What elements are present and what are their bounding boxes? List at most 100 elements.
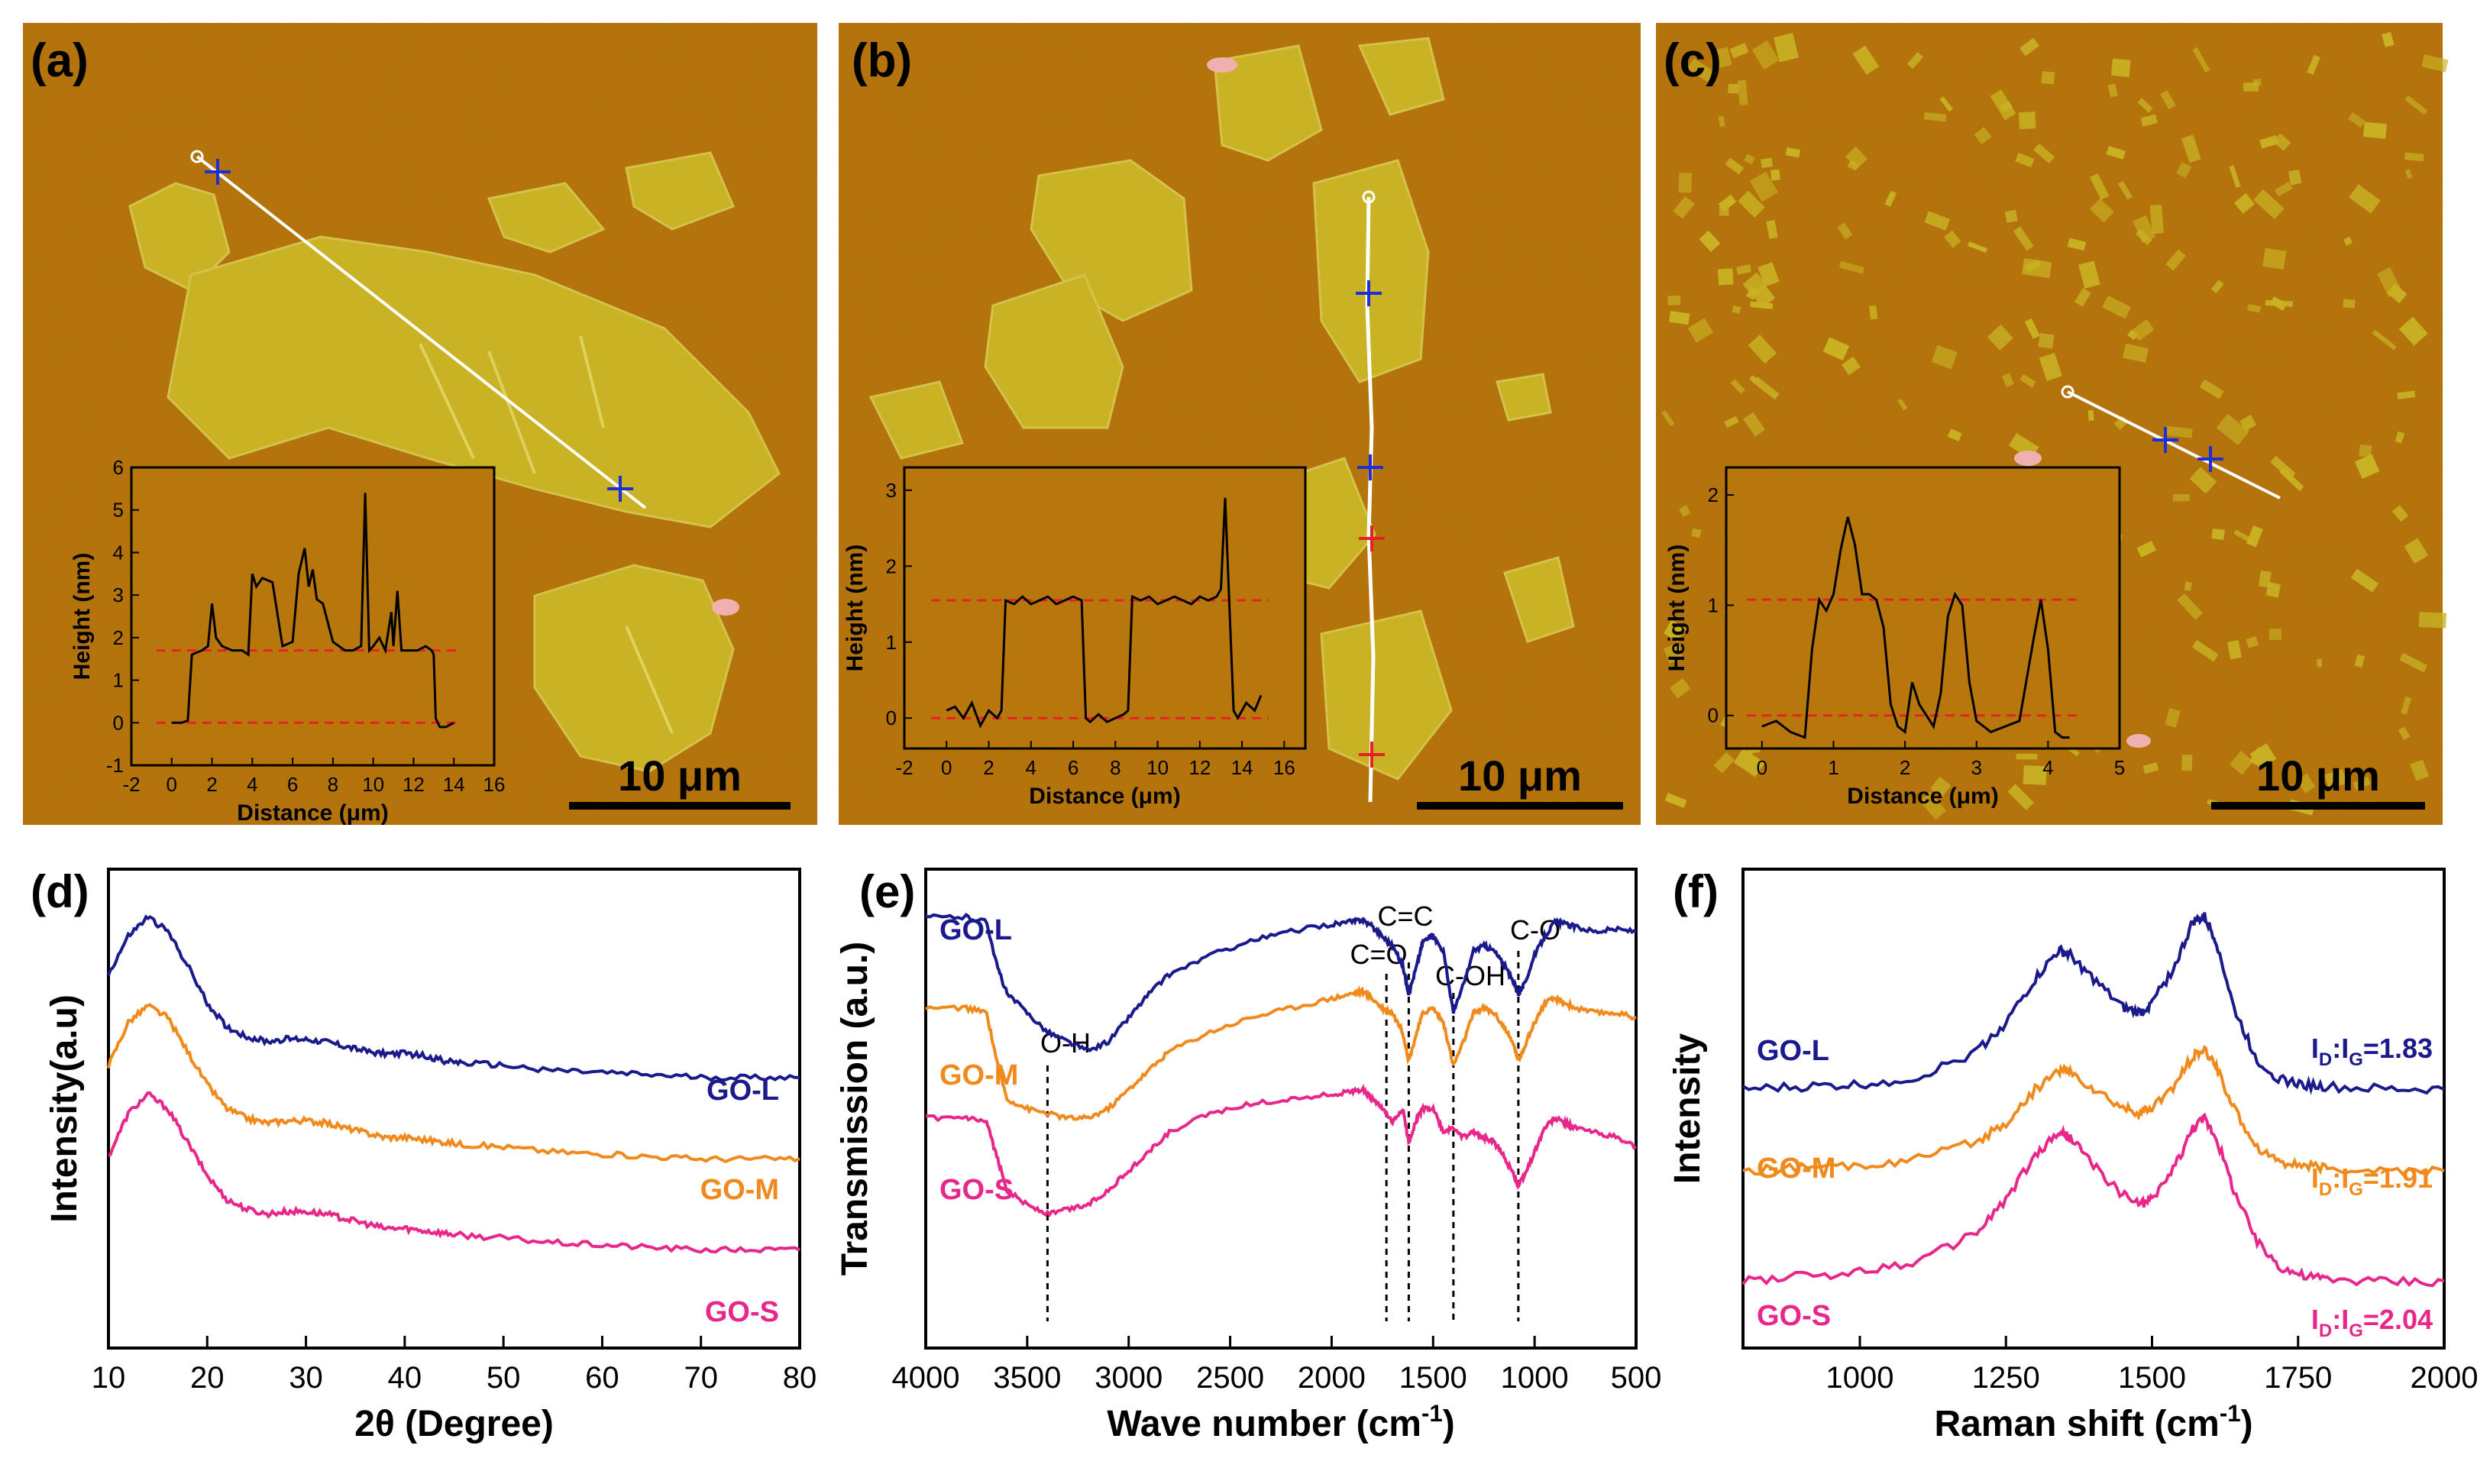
flake — [1751, 40, 1780, 70]
flake — [1710, 47, 1732, 70]
inset-y-label: Height (nm) — [1664, 545, 1690, 672]
flake — [2229, 165, 2241, 189]
x-axis-label: Raman shift (cm-1) — [1934, 1400, 2252, 1444]
series-line-go-l — [925, 913, 1637, 1052]
flake — [1664, 793, 1687, 809]
x-tick-label: 500 — [1611, 1361, 1662, 1395]
flake — [2421, 54, 2449, 73]
flake — [2246, 525, 2263, 548]
flake — [2317, 658, 2323, 668]
flake — [1749, 375, 1758, 383]
y-tick-label: 6 — [113, 456, 124, 479]
flake — [2359, 444, 2372, 458]
intensity-ratio-label: ID:IG=2.04 — [2311, 1304, 2433, 1341]
flake — [2106, 146, 2126, 160]
flake — [2372, 329, 2397, 351]
flake — [1930, 776, 1952, 798]
flake — [1725, 157, 1745, 175]
band-label: C=C — [1377, 900, 1433, 932]
flake — [1678, 173, 1692, 193]
panel-label: (f) — [1673, 866, 1719, 917]
x-tick-label: 12 — [1188, 756, 1211, 779]
flake — [2404, 152, 2424, 162]
flake — [1699, 230, 1721, 253]
x-tick-label: 2 — [206, 773, 217, 796]
flake — [2343, 236, 2353, 246]
inset-y-label: Height (nm) — [842, 545, 868, 672]
flake — [1773, 33, 1800, 63]
flake — [2399, 652, 2427, 673]
flake — [2410, 759, 2430, 781]
flake — [1691, 528, 1702, 538]
y-tick-label: 1 — [113, 669, 124, 692]
flake — [2324, 768, 2347, 790]
flake — [2391, 505, 2409, 522]
flake — [1761, 157, 1774, 169]
y-tick-label: 4 — [113, 541, 124, 564]
flake — [2233, 192, 2256, 214]
flake — [2089, 173, 2110, 200]
flake — [2404, 95, 2428, 115]
x-tick-label: 4 — [1026, 756, 1036, 779]
flake — [1673, 196, 1695, 219]
x-tick-label: 14 — [443, 773, 465, 796]
x-tick-label: 70 — [684, 1361, 718, 1395]
flake — [1923, 112, 1947, 122]
flake — [1667, 295, 1681, 306]
flake — [2160, 90, 2176, 110]
flake — [1738, 190, 1765, 218]
flake — [2268, 628, 2282, 641]
flake — [2074, 287, 2091, 307]
inset-x-label: Distance (μm) — [1029, 784, 1180, 809]
flake — [2024, 318, 2040, 339]
flake — [2172, 493, 2190, 502]
flake — [2404, 538, 2429, 564]
flake — [2350, 568, 2379, 593]
flake — [1686, 58, 1718, 85]
profile-line — [196, 155, 647, 509]
flake — [2039, 352, 2062, 381]
flake — [2041, 71, 2055, 85]
x-tick-label: 6 — [287, 773, 298, 796]
xrd-plot: 10 20 30 40 50 60 70 80 GO-L GO-M GO-S 2θ (Degree) I… — [31, 866, 817, 1444]
intensity-ratio-label: ID:IG=1.91 — [2311, 1162, 2433, 1200]
flake — [1990, 89, 2016, 121]
flake — [2165, 249, 2186, 271]
scale-bar — [2211, 802, 2425, 810]
x-tick-label: 60 — [585, 1361, 619, 1395]
flake — [1924, 211, 1951, 231]
flake — [1730, 379, 1745, 394]
x-tick-label: 0 — [1757, 756, 1767, 779]
flake — [1736, 264, 1751, 275]
series-label: GO-L — [939, 914, 1012, 946]
flake — [2265, 581, 2281, 598]
flake — [2259, 134, 2279, 149]
flake — [1785, 147, 1801, 158]
flake — [2270, 455, 2296, 480]
flake — [2216, 413, 2249, 446]
flake — [2229, 751, 2254, 775]
flake — [1718, 115, 1725, 128]
flake — [2001, 373, 2014, 387]
flake — [2140, 114, 2158, 127]
flake — [1852, 45, 1880, 75]
inset-y-label: Height (nm) — [70, 553, 95, 681]
y-tick-label: 1 — [886, 631, 897, 654]
flake — [2404, 169, 2413, 179]
panel-label: (a) — [31, 34, 89, 87]
x-tick-label: 1000 — [1501, 1361, 1569, 1395]
flake — [1679, 505, 1691, 518]
flake — [2398, 316, 2428, 346]
flake — [2258, 570, 2272, 588]
flake — [2262, 247, 2287, 270]
x-tick-label: 1500 — [2118, 1361, 2186, 1395]
flake — [2184, 581, 2192, 591]
flake — [2233, 529, 2252, 543]
flake — [1839, 260, 1864, 274]
flake — [2398, 726, 2411, 740]
inset-frame — [903, 466, 1307, 750]
x-tick-label: 1250 — [1972, 1361, 2040, 1395]
flake — [2272, 133, 2291, 151]
